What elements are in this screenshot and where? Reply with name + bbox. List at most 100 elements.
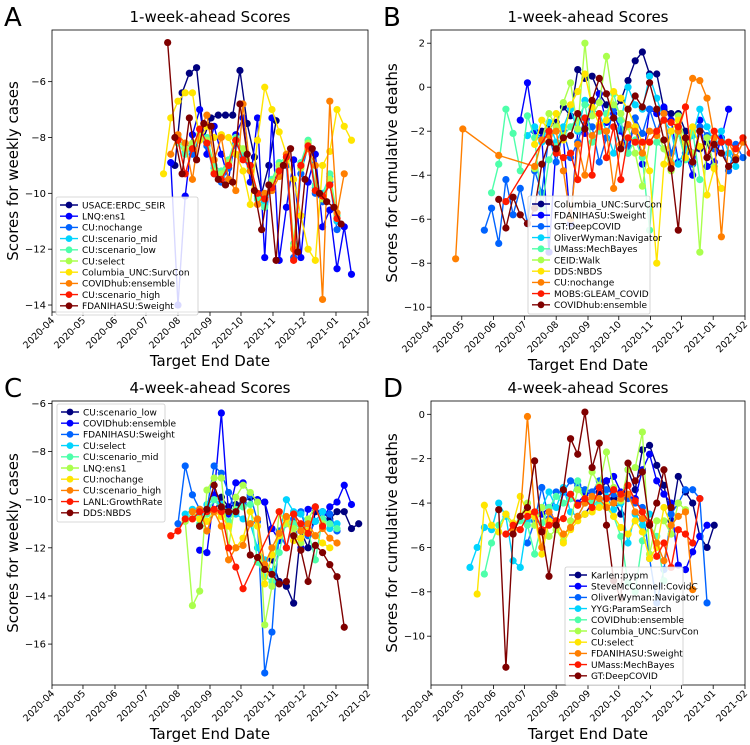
data-point <box>487 204 496 212</box>
data-point <box>214 111 222 119</box>
legend-label: DDS:NBDS <box>83 509 131 519</box>
data-point <box>196 508 204 516</box>
data-point <box>595 439 603 447</box>
data-point <box>200 119 208 128</box>
data-point <box>487 521 496 529</box>
data-point <box>689 585 697 594</box>
legend-swatch-marker <box>574 582 582 590</box>
data-point <box>559 486 567 494</box>
x-tick-label: 2020-07 <box>494 319 530 355</box>
data-point <box>531 508 539 516</box>
data-point <box>502 224 510 232</box>
x-tick-label: 2020-04 <box>21 315 57 351</box>
legend-swatch-marker <box>66 498 74 505</box>
data-point <box>290 532 298 540</box>
data-point <box>516 526 524 534</box>
x-tick-label: 2021-01 <box>305 315 341 351</box>
data-point <box>495 506 503 514</box>
y-tick-label: −6 <box>31 399 46 410</box>
y-tick-label: −10 <box>25 495 46 506</box>
data-point <box>311 256 319 264</box>
data-point <box>696 105 704 113</box>
data-point <box>340 170 348 178</box>
legend-label: FDANIHASU:Sweight <box>591 650 683 660</box>
data-point <box>602 477 611 485</box>
data-point <box>333 508 341 516</box>
legend-label: UMass:MechBayes <box>554 245 638 255</box>
data-point <box>326 170 334 178</box>
data-point <box>347 270 356 278</box>
data-point <box>559 530 567 538</box>
legend-swatch-marker <box>66 419 74 427</box>
legend: Karlen:pypm SteveMcConnell:CovidCOliverWy… <box>564 566 699 686</box>
data-point <box>275 167 283 175</box>
data-point <box>272 256 280 264</box>
data-point <box>337 220 345 228</box>
data-point <box>509 129 517 137</box>
data-point <box>566 523 575 532</box>
data-point <box>638 149 646 157</box>
legend-swatch-marker <box>537 290 545 297</box>
data-point <box>290 175 298 183</box>
data-point <box>724 105 733 113</box>
data-point <box>253 522 262 530</box>
data-point <box>617 490 625 498</box>
data-point <box>631 477 639 485</box>
y-axis-label: Scores for cumulative deaths <box>383 433 401 652</box>
legend-label: COVIDhub:ensemble <box>83 420 177 430</box>
data-point <box>631 101 639 109</box>
data-point <box>631 114 639 122</box>
data-point <box>239 114 247 122</box>
data-point <box>239 541 247 550</box>
data-point <box>224 488 233 497</box>
data-point <box>724 149 733 157</box>
series-line-UMass:MechBayes <box>505 483 701 568</box>
data-point <box>318 161 327 170</box>
data-point <box>574 125 582 133</box>
legend-swatch-marker <box>65 246 73 254</box>
x-tick-label: 2020-08 <box>147 688 183 724</box>
data-point <box>174 527 182 535</box>
data-point <box>667 503 675 512</box>
data-point <box>588 171 596 179</box>
data-point <box>645 554 654 563</box>
data-point <box>660 539 668 547</box>
x-tick-label: 2020-09 <box>557 319 593 355</box>
data-point <box>459 125 467 133</box>
data-point <box>531 457 539 465</box>
legend-label: CU:select <box>82 257 125 267</box>
data-point <box>232 493 240 501</box>
legend-box <box>564 566 684 686</box>
legend-swatch-marker <box>66 442 74 449</box>
data-point <box>574 88 582 96</box>
data-point <box>203 517 211 525</box>
panel-label: B <box>383 3 401 33</box>
y-axis-label: Scores for weekly cases <box>4 81 22 261</box>
data-point <box>638 129 646 137</box>
legend-label: CU:scenario_mid <box>82 235 158 245</box>
data-point <box>602 116 611 124</box>
data-point <box>268 544 276 552</box>
data-point <box>311 503 319 511</box>
data-point <box>674 526 682 534</box>
data-point <box>282 577 291 586</box>
data-point <box>523 79 532 87</box>
y-tick-label: −8 <box>31 133 46 144</box>
data-point <box>674 472 682 481</box>
x-tick-label: 2020-11 <box>620 319 656 355</box>
data-point <box>192 156 201 164</box>
x-tick-label: 2020-06 <box>463 688 499 724</box>
data-point <box>207 122 215 130</box>
data-point <box>595 503 603 512</box>
data-point <box>509 557 517 565</box>
data-point <box>696 77 704 85</box>
data-point <box>480 501 488 509</box>
data-point <box>347 500 356 509</box>
data-point <box>275 580 283 588</box>
data-point <box>660 481 668 489</box>
data-point <box>246 500 254 509</box>
data-point <box>297 253 305 262</box>
data-point <box>660 110 668 118</box>
data-point <box>297 546 305 554</box>
data-point <box>559 99 567 107</box>
